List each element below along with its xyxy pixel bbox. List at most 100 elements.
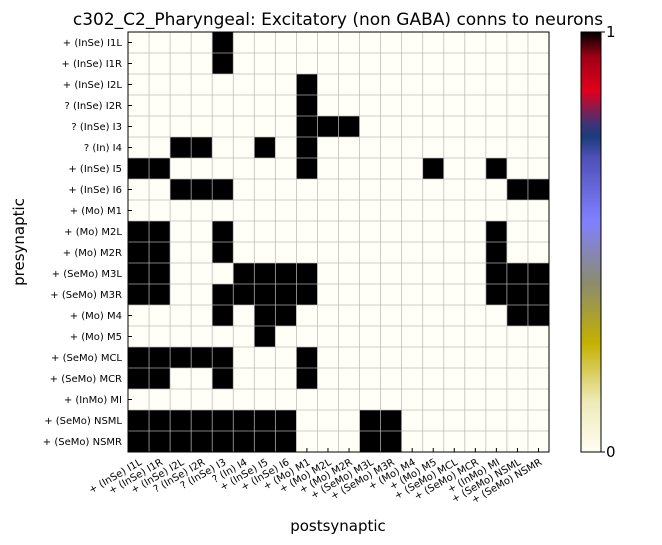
heatmap-cell-16-16 bbox=[464, 368, 486, 389]
y-axis-label: presynaptic bbox=[10, 198, 28, 286]
y-tick-label: + (InMo) MI bbox=[64, 395, 122, 406]
y-tick-label: + (Mo) M4 bbox=[70, 311, 122, 322]
heatmap-cell-13-19 bbox=[527, 305, 549, 326]
heatmap-cell-6-17 bbox=[485, 158, 507, 179]
heatmap-cell-14-15 bbox=[443, 326, 465, 347]
heatmap-cell-4-11 bbox=[359, 116, 381, 137]
heatmap-cell-7-19 bbox=[527, 179, 549, 200]
heatmap-cell-9-10 bbox=[338, 221, 360, 242]
y-tick-label: + (Mo) M2L bbox=[64, 227, 122, 238]
heatmap-cell-7-12 bbox=[380, 179, 402, 200]
heatmap-cell-2-8 bbox=[296, 74, 318, 95]
heatmap-cell-1-10 bbox=[338, 53, 360, 74]
heatmap-cell-11-17 bbox=[485, 263, 507, 284]
heatmap-cell-6-6 bbox=[254, 158, 276, 179]
heatmap-cell-1-15 bbox=[443, 53, 465, 74]
heatmap-cell-15-1 bbox=[149, 347, 171, 368]
heatmap-cell-3-14 bbox=[422, 95, 444, 116]
heatmap-cell-4-3 bbox=[191, 116, 213, 137]
heatmap-cell-6-3 bbox=[191, 158, 213, 179]
heatmap-cell-10-17 bbox=[485, 242, 507, 263]
heatmap-cell-8-14 bbox=[422, 200, 444, 221]
heatmap-cell-16-13 bbox=[401, 368, 423, 389]
heatmap-cell-6-16 bbox=[464, 158, 486, 179]
heatmap-cell-2-13 bbox=[401, 74, 423, 95]
heatmap-cell-4-15 bbox=[443, 116, 465, 137]
heatmap-cell-6-2 bbox=[170, 158, 192, 179]
heatmap-cell-16-8 bbox=[296, 368, 318, 389]
heatmap-cell-0-12 bbox=[380, 32, 402, 53]
heatmap-cell-0-5 bbox=[233, 32, 255, 53]
heatmap-cell-16-4 bbox=[212, 368, 234, 389]
heatmap-cell-13-4 bbox=[212, 305, 234, 326]
heatmap-cell-6-14 bbox=[422, 158, 444, 179]
heatmap-cell-16-7 bbox=[275, 368, 297, 389]
heatmap-cell-5-8 bbox=[296, 137, 318, 158]
heatmap-cell-19-11 bbox=[359, 431, 381, 452]
heatmap-cell-18-11 bbox=[359, 410, 381, 431]
heatmap-cell-3-12 bbox=[380, 95, 402, 116]
heatmap-cell-9-18 bbox=[506, 221, 528, 242]
heatmap-cell-2-7 bbox=[275, 74, 297, 95]
heatmap-cell-1-8 bbox=[296, 53, 318, 74]
heatmap-cell-9-13 bbox=[401, 221, 423, 242]
y-tick-label: + (SeMo) MCR bbox=[50, 374, 122, 385]
heatmap-cell-1-9 bbox=[317, 53, 339, 74]
heatmap-cell-12-9 bbox=[317, 284, 339, 305]
heatmap-cell-2-19 bbox=[527, 74, 549, 95]
heatmap-cell-3-3 bbox=[191, 95, 213, 116]
heatmap-cell-11-6 bbox=[254, 263, 276, 284]
heatmap-cell-6-0 bbox=[128, 158, 150, 179]
heatmap-cell-1-3 bbox=[191, 53, 213, 74]
heatmap-cell-10-11 bbox=[359, 242, 381, 263]
heatmap-cell-6-8 bbox=[296, 158, 318, 179]
heatmap-cell-6-11 bbox=[359, 158, 381, 179]
heatmap-cell-18-15 bbox=[443, 410, 465, 431]
heatmap-cell-15-19 bbox=[527, 347, 549, 368]
heatmap-cell-15-15 bbox=[443, 347, 465, 368]
heatmap-cell-11-13 bbox=[401, 263, 423, 284]
heatmap-cell-1-5 bbox=[233, 53, 255, 74]
heatmap-cell-18-4 bbox=[212, 410, 234, 431]
heatmap-cell-14-9 bbox=[317, 326, 339, 347]
heatmap-cell-6-1 bbox=[149, 158, 171, 179]
heatmap-cell-10-2 bbox=[170, 242, 192, 263]
y-tick-label: + (Mo) M5 bbox=[70, 332, 122, 343]
heatmap-cell-0-13 bbox=[401, 32, 423, 53]
heatmap-cell-12-16 bbox=[464, 284, 486, 305]
heatmap-cell-12-19 bbox=[527, 284, 549, 305]
heatmap-cell-4-8 bbox=[296, 116, 318, 137]
heatmap-cell-18-16 bbox=[464, 410, 486, 431]
heatmap-cell-4-9 bbox=[317, 116, 339, 137]
heatmap-cell-9-11 bbox=[359, 221, 381, 242]
heatmap-cell-13-14 bbox=[422, 305, 444, 326]
heatmap-cell-5-0 bbox=[128, 137, 150, 158]
heatmap-cell-12-15 bbox=[443, 284, 465, 305]
heatmap-cell-16-9 bbox=[317, 368, 339, 389]
colorbar-label-min: 0 bbox=[606, 443, 616, 461]
heatmap-cell-19-19 bbox=[527, 431, 549, 452]
heatmap-cell-0-19 bbox=[527, 32, 549, 53]
heatmap-cell-14-2 bbox=[170, 326, 192, 347]
heatmap-cell-7-5 bbox=[233, 179, 255, 200]
heatmap-cell-16-5 bbox=[233, 368, 255, 389]
heatmap-cell-12-13 bbox=[401, 284, 423, 305]
heatmap-cell-10-18 bbox=[506, 242, 528, 263]
y-tick-label: + (SeMo) M3R bbox=[50, 290, 122, 301]
heatmap-cell-18-12 bbox=[380, 410, 402, 431]
heatmap-cell-12-2 bbox=[170, 284, 192, 305]
heatmap-cell-16-3 bbox=[191, 368, 213, 389]
heatmap-cell-10-5 bbox=[233, 242, 255, 263]
heatmap-cell-11-15 bbox=[443, 263, 465, 284]
heatmap-cell-19-15 bbox=[443, 431, 465, 452]
heatmap-cell-16-18 bbox=[506, 368, 528, 389]
heatmap-cell-13-9 bbox=[317, 305, 339, 326]
heatmap-cell-2-9 bbox=[317, 74, 339, 95]
heatmap-cell-0-18 bbox=[506, 32, 528, 53]
heatmap-cell-11-2 bbox=[170, 263, 192, 284]
heatmap-cell-2-0 bbox=[128, 74, 150, 95]
heatmap-cell-7-16 bbox=[464, 179, 486, 200]
heatmap-cell-16-14 bbox=[422, 368, 444, 389]
heatmap-cell-18-3 bbox=[191, 410, 213, 431]
heatmap-cell-8-1 bbox=[149, 200, 171, 221]
